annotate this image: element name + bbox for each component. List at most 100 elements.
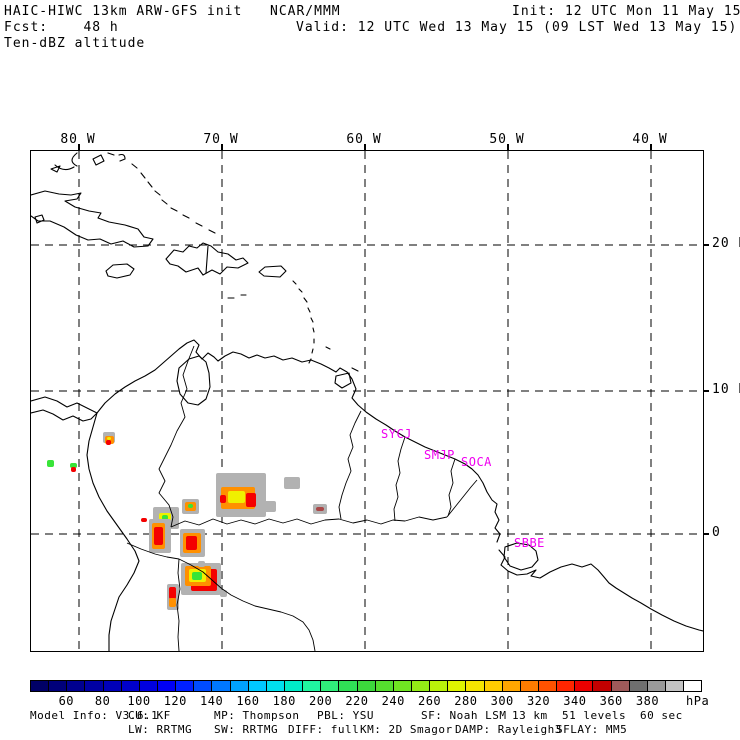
- colorbar-segment: [248, 681, 267, 691]
- hispaniola: [166, 243, 248, 275]
- lon-label-40w: 40 W: [632, 132, 668, 147]
- border-colombia-venezuela: [159, 346, 194, 527]
- lat-label-10n: 10 N: [712, 382, 740, 397]
- echo-cell-red: [154, 527, 163, 545]
- station-label-sbbe: SBBE: [514, 536, 545, 550]
- echo-cell-yellow: [107, 437, 111, 440]
- lon-tick: [221, 144, 223, 150]
- radar-echo-layer: [47, 432, 327, 610]
- lat-label-20n: 20 N: [712, 236, 740, 251]
- colorbar-segment: [103, 681, 122, 691]
- colorbar-segment: [266, 681, 285, 691]
- colorbar-tick-label: 340: [563, 694, 587, 708]
- echo-cell-yellow: [228, 491, 245, 503]
- echo-cell-red: [106, 440, 111, 445]
- border-guyana-suriname: [394, 437, 405, 521]
- colorbar-segment: [665, 681, 685, 691]
- colorbar-tick-label: 360: [599, 694, 623, 708]
- station-label-smjp: SMJP: [424, 448, 455, 462]
- colorbar-segment: [31, 681, 50, 691]
- colorbar-segment: [176, 681, 195, 691]
- trinidad: [335, 368, 358, 388]
- lon-label-50w: 50 W: [489, 132, 525, 147]
- echo-cell-red: [220, 495, 226, 503]
- lesser-antilles: [293, 281, 330, 363]
- info-res: 13 km: [512, 709, 548, 722]
- colorbar-segment: [121, 681, 140, 691]
- echo-cell-green: [188, 504, 193, 508]
- lon-label-60w: 60 W: [346, 132, 382, 147]
- lon-label-80w: 80 W: [60, 132, 96, 147]
- colorbar-segment: [85, 681, 104, 691]
- puerto-rico: [259, 266, 286, 277]
- isla-juventud: [35, 215, 44, 223]
- colorbar-segment: [684, 681, 702, 691]
- colorbar-segment: [357, 681, 376, 691]
- info-levels: 51 levels: [562, 709, 627, 722]
- info-timestep: 60 sec: [640, 709, 683, 722]
- hispaniola-border: [206, 246, 208, 273]
- echo-cell-green: [192, 572, 202, 580]
- border-fg-brazil: [447, 480, 477, 517]
- lake-maracaibo: [177, 356, 210, 405]
- florida-keys: [55, 165, 74, 170]
- border-venezuela-guyana: [339, 411, 361, 519]
- pacific-coast: [87, 413, 139, 651]
- colorbar-segment: [611, 681, 630, 691]
- echo-cell-gray: [263, 501, 276, 512]
- colorbar-tick-label: 80: [94, 694, 111, 708]
- station-label-soca: SOCA: [461, 455, 492, 469]
- lat-label-eq: 0: [712, 525, 721, 540]
- echo-cell-orange: [169, 598, 176, 607]
- brazil-ne-coast: [499, 550, 703, 631]
- border-colombia-south: [127, 543, 179, 559]
- colorbar-tick-label: 320: [526, 694, 551, 708]
- colorbar-tick-label: 280: [454, 694, 478, 708]
- info-lw: LW: RRTMG: [128, 723, 193, 736]
- colorbar-segment: [575, 681, 594, 691]
- echo-cell-green: [162, 515, 168, 520]
- cay-sal: [51, 166, 60, 172]
- panama-pacific-side: [31, 410, 97, 421]
- lon-tick: [364, 144, 366, 150]
- colorbar-segment: [411, 681, 431, 691]
- lat-tick: [703, 390, 709, 392]
- colorbar-segment: [484, 681, 503, 691]
- colorbar-segment: [212, 681, 231, 691]
- echo-cell-gray: [198, 561, 205, 567]
- colorbar-tick-label: 100: [127, 694, 151, 708]
- lon-tick: [507, 144, 509, 150]
- colorbar-segment: [339, 681, 358, 691]
- colorbar-segment: [393, 681, 412, 691]
- station-label-sycj: SYCJ: [381, 427, 412, 441]
- info-pbl: PBL: YSU: [317, 709, 374, 722]
- colorbar-segment: [448, 681, 467, 691]
- colorbar-segment: [520, 681, 539, 691]
- border-brazil-north: [171, 517, 447, 527]
- colorbar-segment: [430, 681, 449, 691]
- echo-cell-gray: [220, 590, 227, 597]
- info-damp: DAMP: Rayleigh3: [455, 723, 562, 736]
- colorbar-tick-label: 380: [635, 694, 660, 708]
- colorbar-tick-label: 60: [58, 694, 75, 708]
- colorbar-tick-label: 140: [200, 694, 224, 708]
- colorbar-segment: [593, 681, 612, 691]
- border-peru-vertical: [177, 559, 180, 651]
- colorbar-tick-label: 260: [417, 694, 442, 708]
- echo-cell-red: [71, 467, 76, 472]
- colorbar-segment: [230, 681, 249, 691]
- echo-cell-red: [246, 493, 256, 507]
- aruba-curacao: [228, 295, 246, 298]
- country-borders: [127, 346, 477, 651]
- info-mp: MP: Thompson: [214, 709, 300, 722]
- map-canvas: [31, 151, 703, 651]
- coastlines: [31, 153, 703, 651]
- info-sf: SF: Noah LSM: [421, 709, 507, 722]
- info-cu: CU: KF: [128, 709, 171, 722]
- colorbar: [30, 680, 702, 692]
- florida-tip: [72, 153, 77, 166]
- colorbar-segment: [502, 681, 521, 691]
- init-time: Init: 12 UTC Mon 11 May 15: [512, 4, 740, 19]
- echo-cell-darkred: [316, 507, 324, 511]
